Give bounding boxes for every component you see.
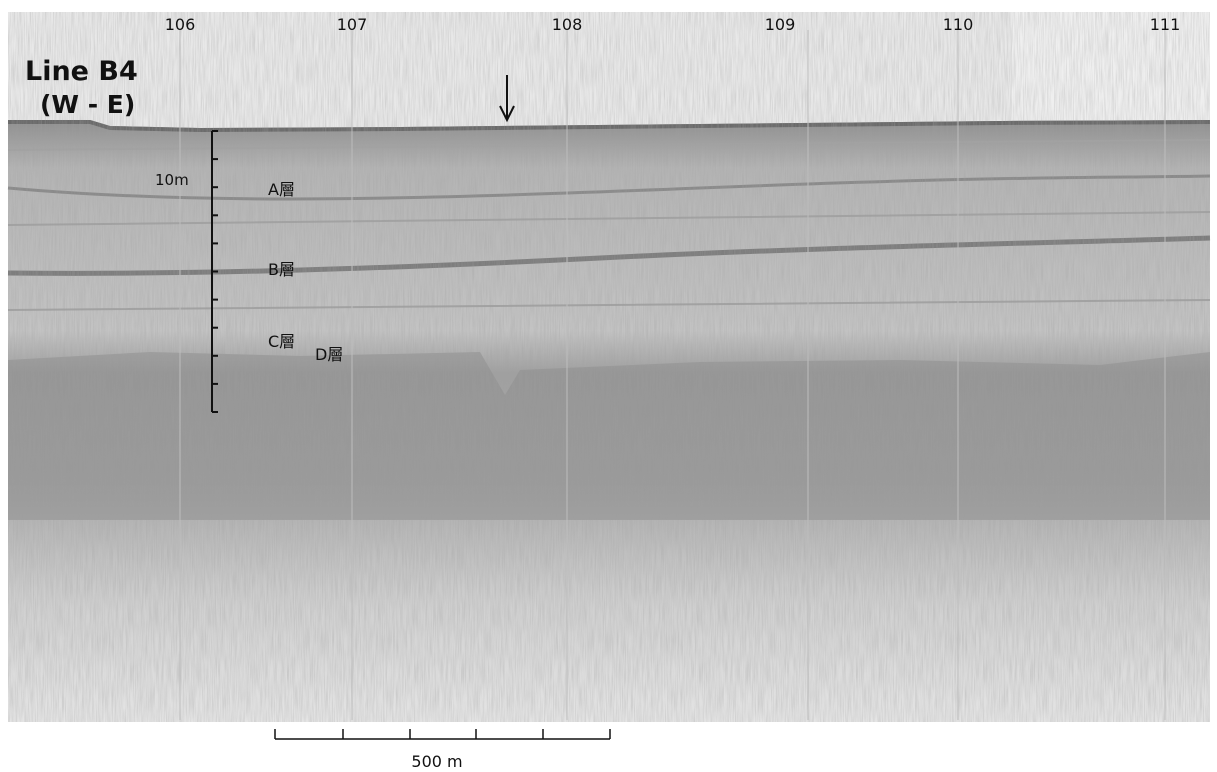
seismic-image (7, 12, 1211, 722)
layer-label: A層 (268, 180, 295, 199)
fix-mark-label: 111 (1150, 15, 1181, 34)
horizontal-scale-label: 500 m (411, 752, 462, 771)
vertical-scale-bar (211, 130, 218, 413)
vertical-scale-label: 10m (155, 171, 189, 189)
fix-mark-label: 110 (943, 15, 974, 34)
fix-mark-label: 108 (552, 15, 583, 34)
layer-label: D層 (315, 345, 343, 364)
fix-mark-label: 107 (337, 15, 368, 34)
line-title: Line B4 (25, 56, 138, 87)
line-direction: (W - E) (40, 90, 135, 119)
layer-label: B層 (268, 260, 295, 279)
layer-label: C層 (268, 332, 295, 351)
fix-mark-label: 109 (765, 15, 796, 34)
fix-mark-label: 106 (165, 15, 196, 34)
horizontal-scale-bar (274, 729, 611, 740)
fix-arrow (499, 75, 515, 123)
